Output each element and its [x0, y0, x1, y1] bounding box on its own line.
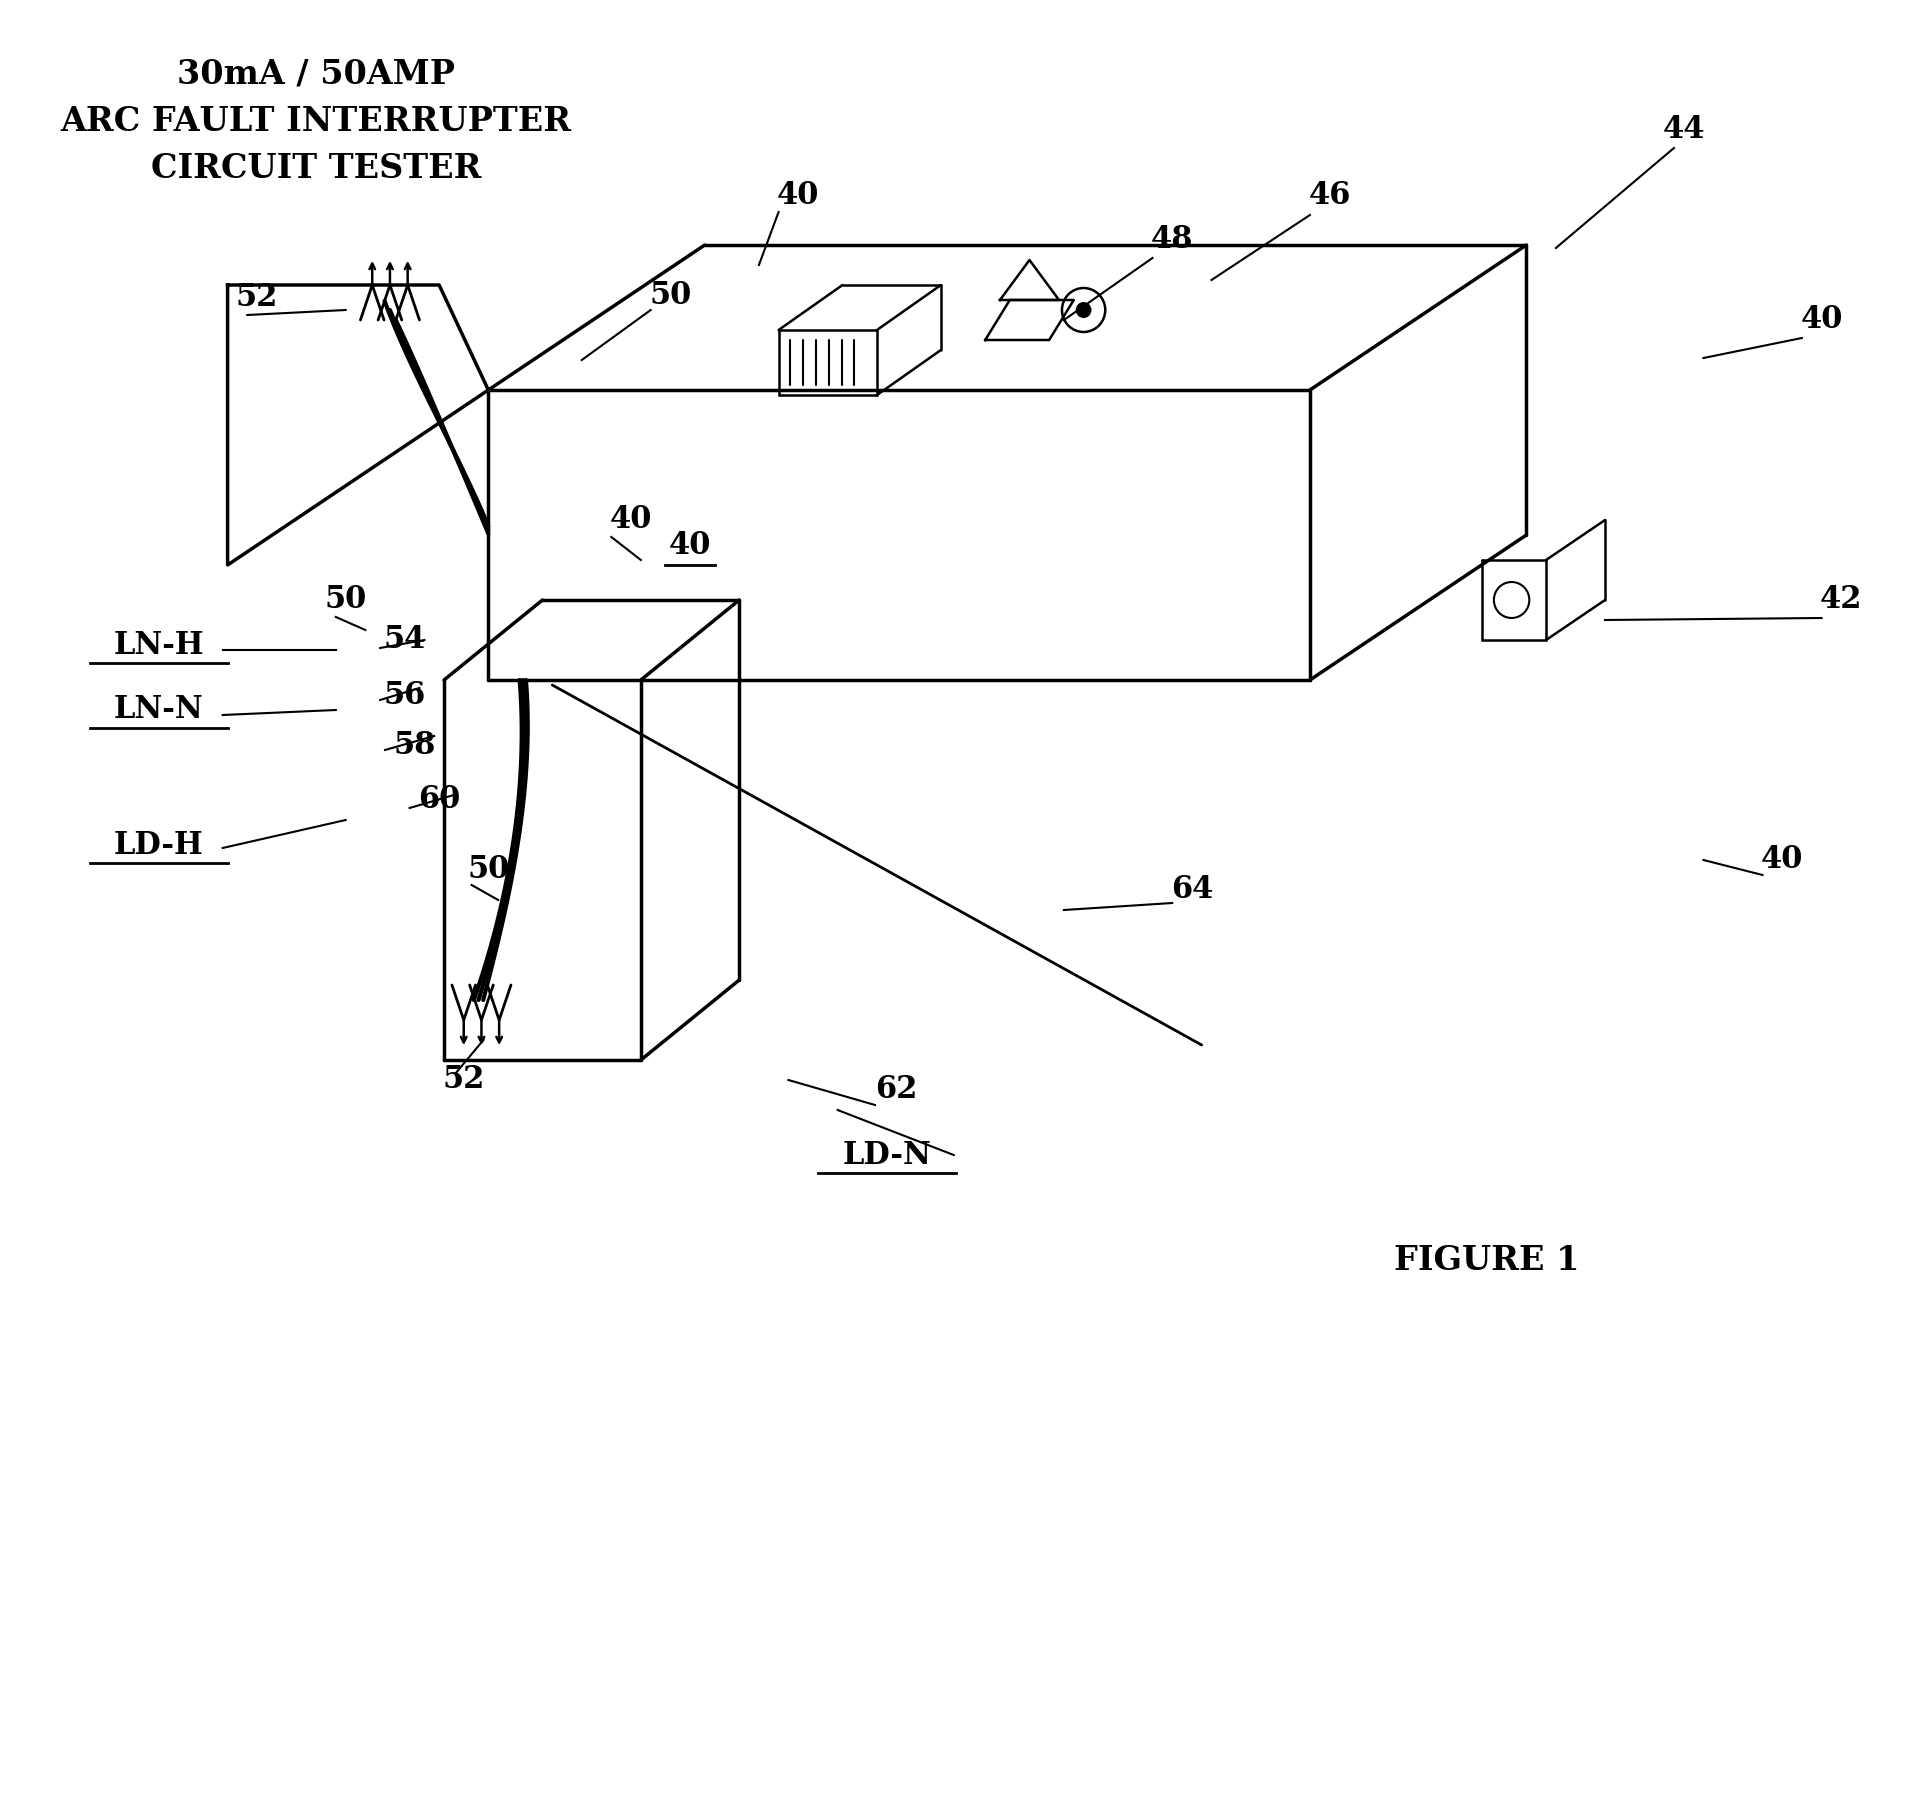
Text: 58: 58 — [393, 730, 435, 761]
Text: LD-H: LD-H — [113, 829, 203, 861]
Text: 50: 50 — [650, 279, 692, 311]
Text: 48: 48 — [1152, 225, 1194, 255]
Text: 52: 52 — [236, 282, 278, 313]
Circle shape — [1075, 302, 1092, 318]
Text: 30mA / 50AMP: 30mA / 50AMP — [176, 58, 456, 92]
Text: 42: 42 — [1820, 584, 1862, 615]
Text: 40: 40 — [609, 505, 651, 536]
Text: 40: 40 — [1801, 304, 1843, 336]
Text: 50: 50 — [324, 584, 366, 615]
Text: 40: 40 — [669, 529, 711, 561]
Text: LD-N: LD-N — [843, 1140, 931, 1170]
Text: ARC FAULT INTERRUPTER: ARC FAULT INTERRUPTER — [61, 104, 571, 138]
Text: FIGURE 1: FIGURE 1 — [1395, 1244, 1581, 1277]
Text: LN-H: LN-H — [113, 629, 203, 660]
Text: 40: 40 — [778, 180, 820, 210]
Text: CIRCUIT TESTER: CIRCUIT TESTER — [151, 153, 481, 185]
Text: 52: 52 — [443, 1064, 485, 1095]
Text: 46: 46 — [1309, 180, 1351, 210]
Text: 62: 62 — [876, 1075, 918, 1106]
Text: 56: 56 — [383, 680, 425, 710]
Text: 64: 64 — [1171, 874, 1213, 906]
Text: 40: 40 — [1761, 845, 1803, 876]
Text: 60: 60 — [418, 784, 460, 816]
Text: 50: 50 — [468, 854, 510, 885]
Text: 54: 54 — [383, 624, 425, 656]
Text: LN-N: LN-N — [113, 694, 203, 726]
Text: 44: 44 — [1663, 115, 1705, 146]
